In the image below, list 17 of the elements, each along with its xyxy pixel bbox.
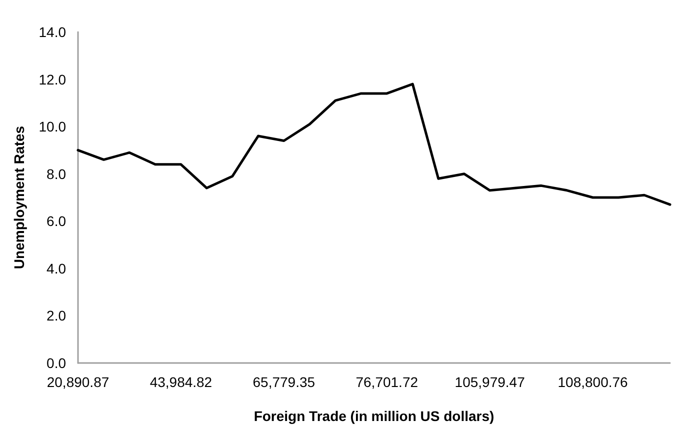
line-series xyxy=(76,82,672,206)
y-tick-label: 12.0 xyxy=(38,71,66,88)
y-tick-label: 10.0 xyxy=(38,118,66,135)
y-tick-label: 6.0 xyxy=(46,213,66,230)
x-tick-label: 43,984.82 xyxy=(150,374,212,390)
x-tick-label: 65,779.35 xyxy=(252,374,316,390)
x-tick-label: 76,701.72 xyxy=(356,374,418,390)
y-tick-label: 8.0 xyxy=(46,166,66,182)
x-tick-label: 108,800.76 xyxy=(558,374,628,390)
y-tick-label: 2.0 xyxy=(46,308,66,324)
x-axis-title: Foreign Trade (in million US dollars) xyxy=(254,408,494,424)
y-axis-title: Unemployment Rates xyxy=(11,126,27,270)
y-tick-label: 14.0 xyxy=(38,24,66,40)
x-tick-label: 20,890.87 xyxy=(46,374,110,390)
y-tick-label: 0.0 xyxy=(46,355,66,371)
y-tick-label: 4.0 xyxy=(46,260,66,276)
x-tick-label: 105,979.47 xyxy=(454,374,526,390)
